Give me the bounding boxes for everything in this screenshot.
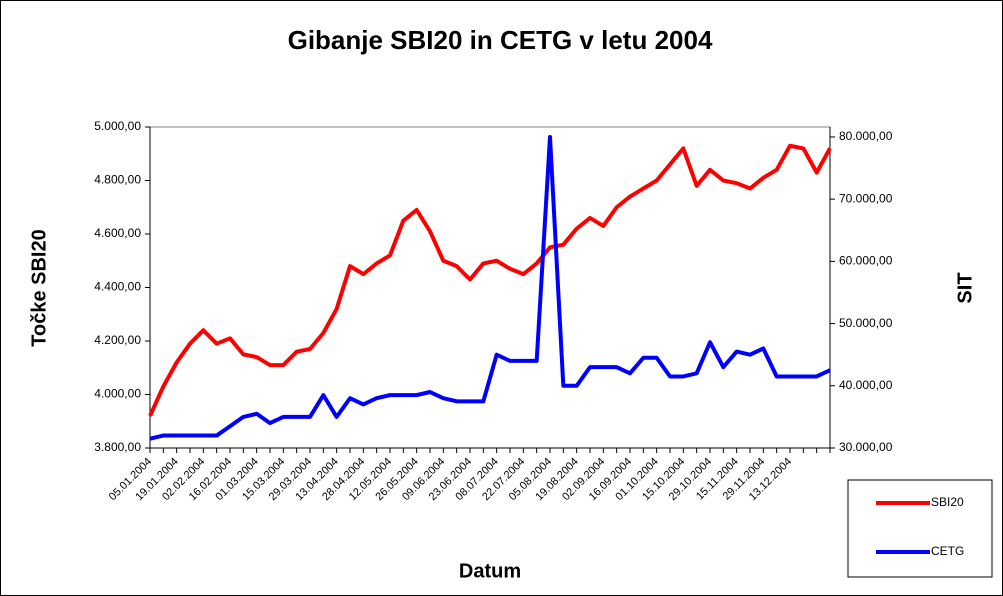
legend-label: SBI20 <box>931 495 964 509</box>
y-tick-label: 3.800,00 <box>94 440 141 454</box>
series-line <box>148 143 832 417</box>
y-tick-label: 4.800,00 <box>94 173 141 187</box>
y2-tick-label: 60.000,00 <box>839 254 893 268</box>
series-line <box>149 134 831 441</box>
y2-tick-label: 80.000,00 <box>839 129 893 143</box>
y-axis-label: Točke SBI20 <box>28 229 50 346</box>
y2-tick-label: 40.000,00 <box>839 378 893 392</box>
legend-box <box>847 479 993 578</box>
y-tick-label: 4.600,00 <box>94 226 141 240</box>
y-tick-label: 4.400,00 <box>94 280 141 294</box>
y2-tick-label: 50.000,00 <box>839 316 893 330</box>
y2-axis-label: SIT <box>954 272 976 303</box>
y-tick-label: 5.000,00 <box>94 119 141 133</box>
y-tick-label: 4.200,00 <box>94 333 141 347</box>
y2-tick-label: 30.000,00 <box>839 440 893 454</box>
chart-title: Gibanje SBI20 in CETG v letu 2004 <box>288 25 713 55</box>
legend-label: CETG <box>931 544 964 558</box>
x-axis-label: Datum <box>459 560 521 582</box>
y2-tick-label: 70.000,00 <box>839 191 893 205</box>
y-tick-label: 4.000,00 <box>94 387 141 401</box>
